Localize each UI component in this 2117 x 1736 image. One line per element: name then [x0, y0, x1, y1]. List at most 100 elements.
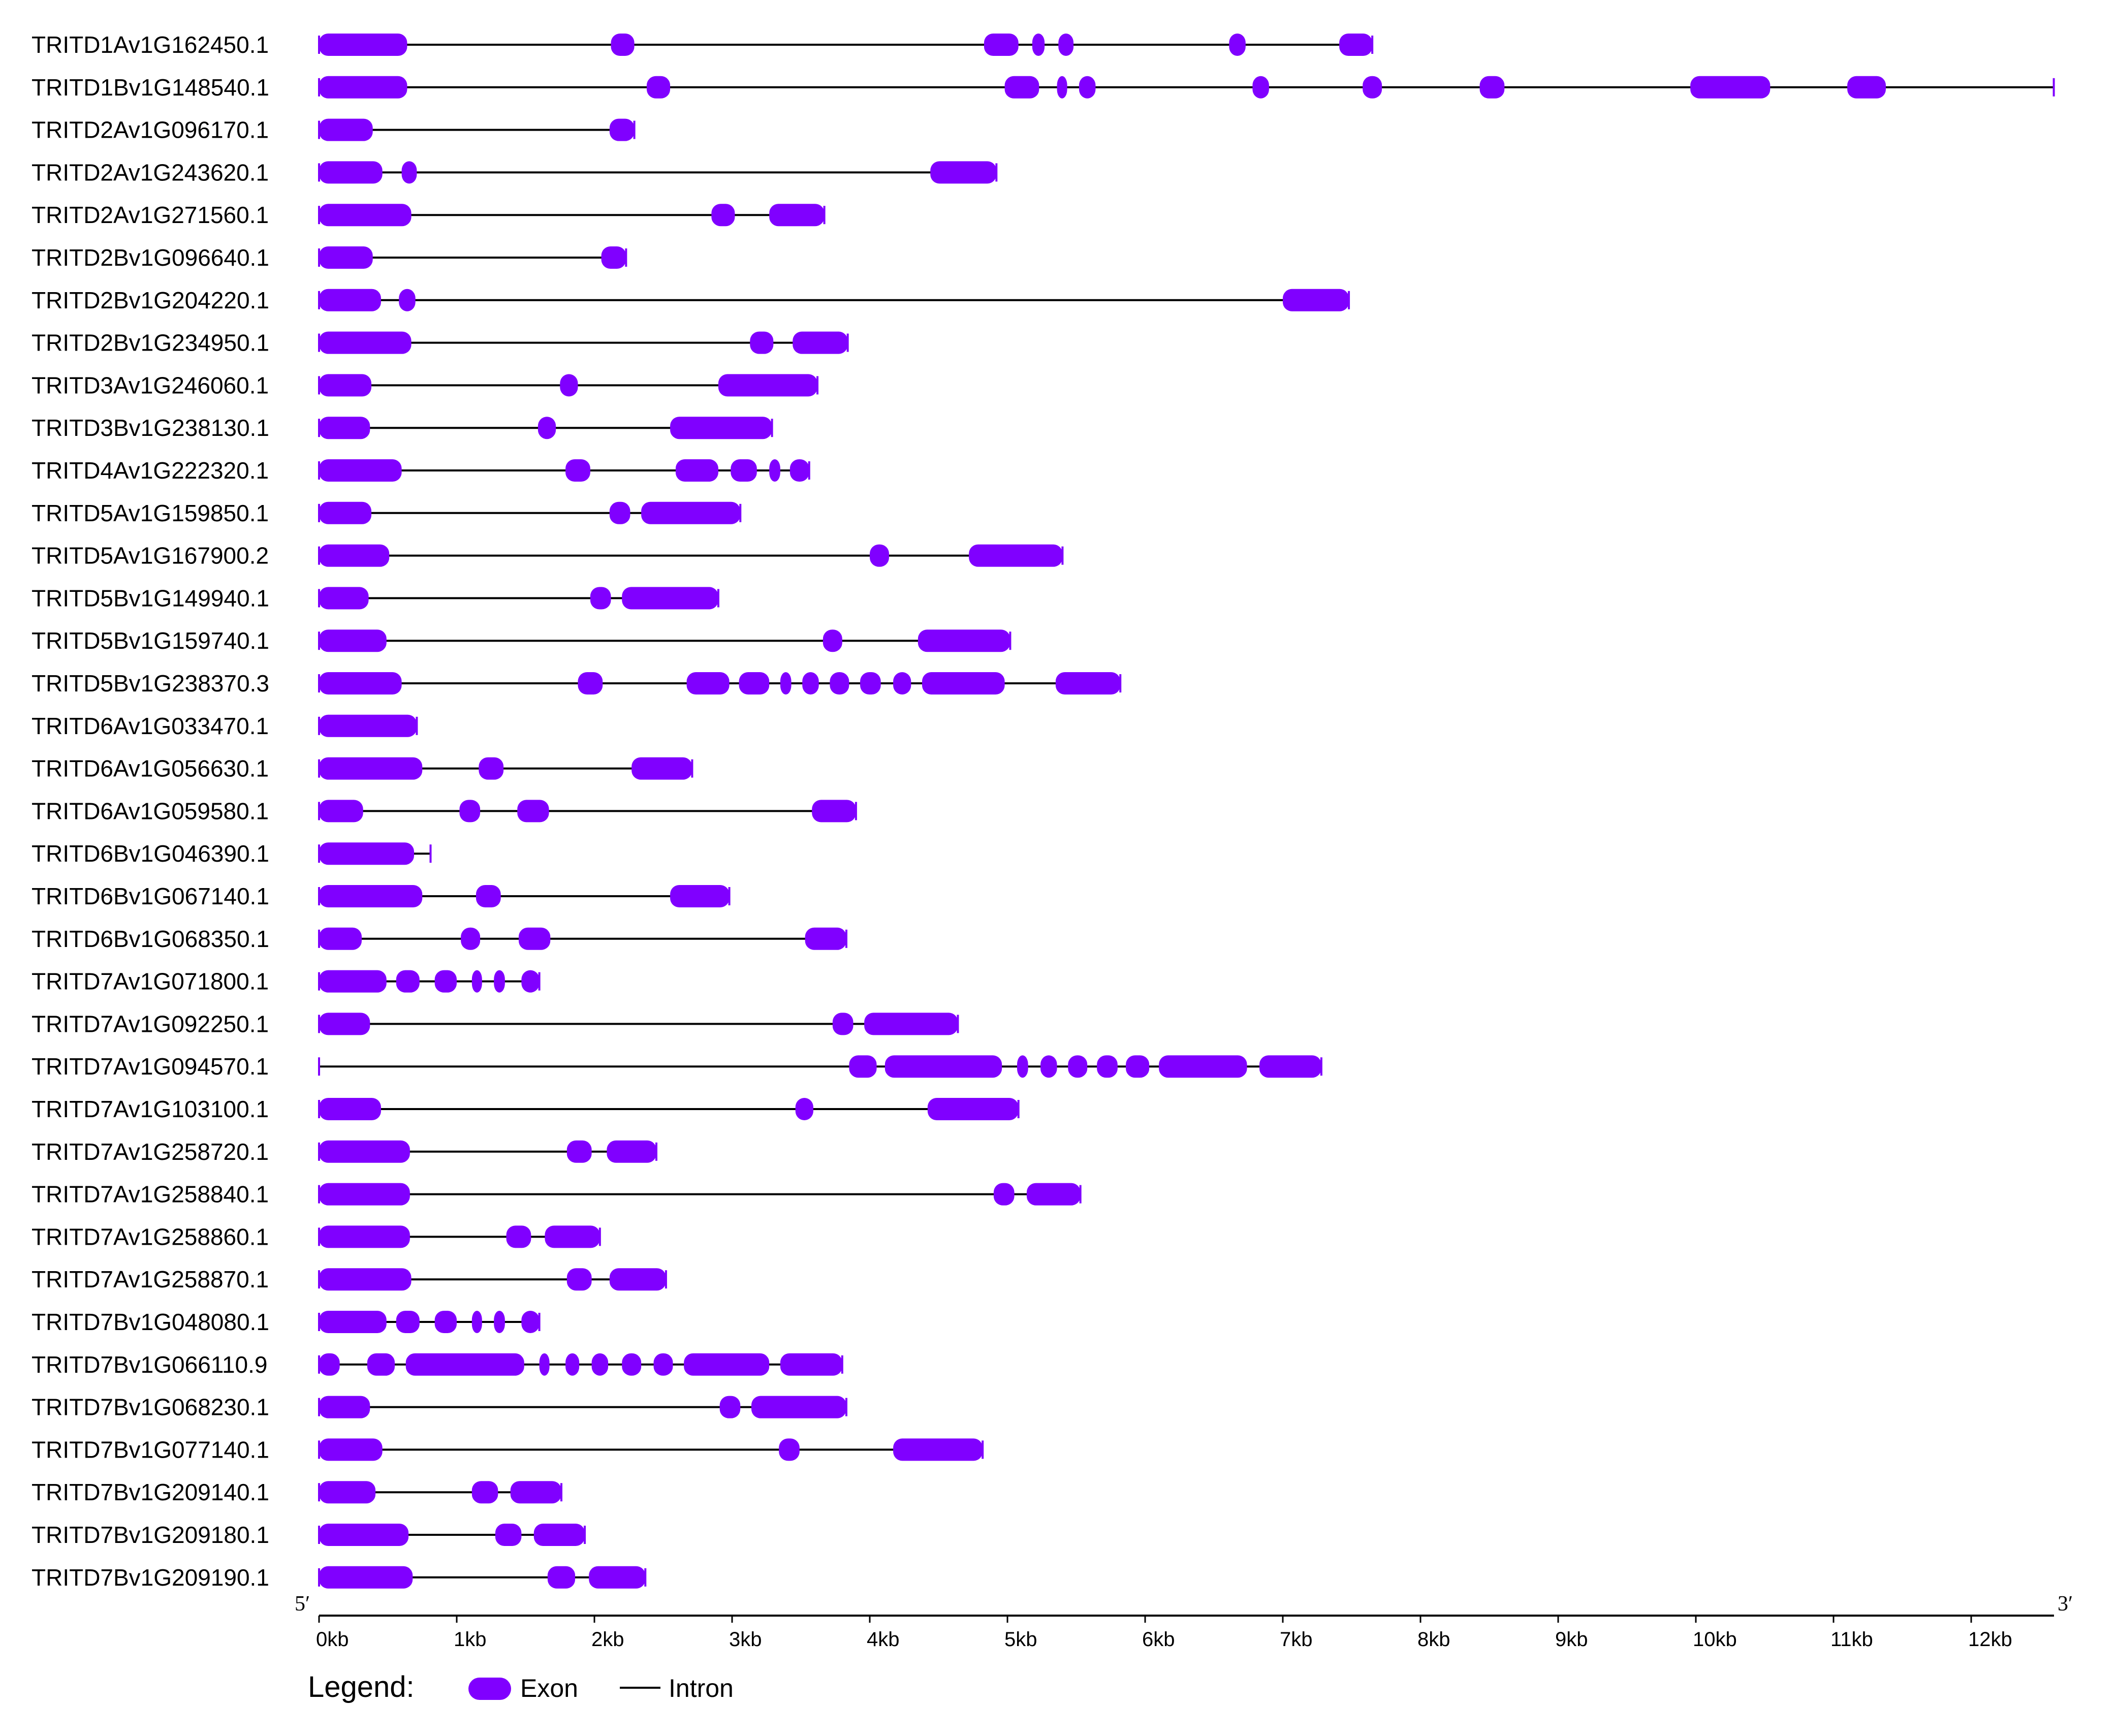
exon-block	[319, 1098, 381, 1120]
exon-block	[601, 246, 626, 269]
exon-block	[319, 204, 412, 227]
exon-block	[319, 1140, 410, 1163]
gene-row: TRITD2Bv1G204220.1	[31, 287, 1350, 313]
exon-block	[319, 76, 407, 99]
gene-label: TRITD6Av1G033470.1	[31, 713, 269, 739]
exon-block	[641, 501, 741, 524]
exon-block	[684, 1353, 770, 1376]
gene-label: TRITD7Av1G103100.1	[31, 1096, 269, 1122]
exon-block	[780, 672, 792, 695]
gene-row: TRITD6Bv1G046390.1	[31, 840, 432, 867]
gene-label: TRITD5Bv1G149940.1	[31, 585, 269, 611]
exon-block	[1479, 76, 1505, 99]
gene-row: TRITD5Bv1G159740.1	[31, 627, 1012, 654]
exon-block	[1252, 76, 1269, 99]
exon-block	[367, 1353, 395, 1376]
gene-row: TRITD7Av1G258860.1	[31, 1223, 601, 1250]
gene-label: TRITD6Av1G056630.1	[31, 755, 269, 782]
axis-tick-label: 10kb	[1693, 1628, 1737, 1651]
exon-block	[319, 1396, 370, 1418]
exon-block	[622, 587, 718, 610]
exon-block	[864, 1013, 958, 1035]
exon-block	[670, 885, 730, 907]
gene-row: TRITD7Av1G094570.1	[31, 1053, 1322, 1080]
gene-label: TRITD3Av1G246060.1	[31, 372, 269, 398]
gene-label: TRITD7Av1G258720.1	[31, 1139, 269, 1165]
legend-title: Legend:	[308, 1670, 415, 1703]
exon-block	[780, 1353, 842, 1376]
exon-block	[461, 927, 481, 950]
exon-block	[1068, 1055, 1088, 1078]
exon-block	[545, 1225, 600, 1248]
gene-row: TRITD7Bv1G209140.1	[31, 1479, 562, 1505]
exon-block	[479, 757, 504, 780]
exon-block	[533, 1524, 585, 1546]
gene-label: TRITD2Av1G096170.1	[31, 117, 269, 143]
gene-row: TRITD4Av1G222320.1	[31, 457, 810, 484]
exon-block	[719, 1396, 741, 1418]
exon-block	[319, 1566, 413, 1589]
gene-label: TRITD7Av1G094570.1	[31, 1053, 269, 1080]
gene-label: TRITD7Bv1G209190.1	[31, 1564, 269, 1591]
exon-block	[832, 1013, 854, 1035]
exon-block	[1032, 34, 1045, 56]
exon-block	[830, 672, 849, 695]
exon-block	[653, 1353, 673, 1376]
exon-block	[779, 1438, 800, 1461]
axis-tick-label: 4kb	[867, 1628, 900, 1651]
exon-block	[751, 1396, 846, 1418]
exon-block	[1847, 76, 1886, 99]
exon-block	[319, 970, 387, 993]
exon-block	[319, 459, 402, 482]
exon-block	[319, 1225, 410, 1248]
exon-block	[1229, 34, 1246, 56]
exon-block	[1057, 76, 1067, 99]
exon-block	[401, 161, 417, 184]
gene-label: TRITD1Av1G162450.1	[31, 31, 269, 58]
gene-label: TRITD4Av1G222320.1	[31, 457, 269, 484]
exon-block	[319, 544, 390, 567]
gene-row: TRITD7Bv1G209180.1	[31, 1522, 586, 1548]
gene-label: TRITD2Bv1G096640.1	[31, 244, 269, 271]
exon-block	[711, 204, 735, 227]
exon-block	[319, 587, 369, 610]
gene-row: TRITD7Av1G092250.1	[31, 1011, 959, 1037]
gene-row: TRITD3Bv1G238130.1	[31, 415, 773, 441]
gene-row: TRITD6Bv1G068350.1	[31, 926, 847, 952]
exon-block	[319, 1183, 410, 1206]
exon-block	[405, 1353, 524, 1376]
exon-block	[769, 204, 825, 227]
exon-block	[739, 672, 770, 695]
axis-tick-label: 0kb	[316, 1628, 349, 1651]
axis-tick-label: 12kb	[1968, 1628, 2012, 1651]
exon-block	[884, 1055, 1002, 1078]
gene-label: TRITD5Bv1G238370.3	[31, 670, 269, 697]
exon-block	[471, 1481, 498, 1504]
exon-block	[1058, 34, 1074, 56]
exon-block	[319, 1013, 370, 1035]
exon-block	[319, 1481, 376, 1504]
gene-row: TRITD2Av1G096170.1	[31, 117, 636, 143]
exon-block	[319, 842, 414, 865]
exon-block	[812, 800, 856, 823]
exon-block	[646, 76, 671, 99]
exon-block	[319, 1353, 340, 1376]
gene-label: TRITD7Av1G258840.1	[31, 1181, 269, 1208]
gene-label: TRITD5Av1G167900.2	[31, 543, 269, 569]
exon-block	[686, 672, 730, 695]
axis-tick-label: 9kb	[1555, 1628, 1588, 1651]
exon-block	[1690, 76, 1771, 99]
gene-label: TRITD7Bv1G209180.1	[31, 1522, 269, 1548]
exon-block	[1026, 1183, 1081, 1206]
exon-block	[860, 672, 881, 695]
exon-block	[1079, 76, 1096, 99]
axis-tick-label: 6kb	[1142, 1628, 1175, 1651]
exon-block	[319, 501, 371, 524]
exon-block	[922, 672, 1005, 695]
exon-block	[893, 672, 911, 695]
gene-label: TRITD7Bv1G209140.1	[31, 1479, 269, 1505]
exon-block	[547, 1566, 576, 1589]
gene-row: TRITD7Bv1G066110.9	[31, 1351, 843, 1378]
exon-block	[718, 374, 818, 397]
exon-block	[319, 885, 423, 907]
